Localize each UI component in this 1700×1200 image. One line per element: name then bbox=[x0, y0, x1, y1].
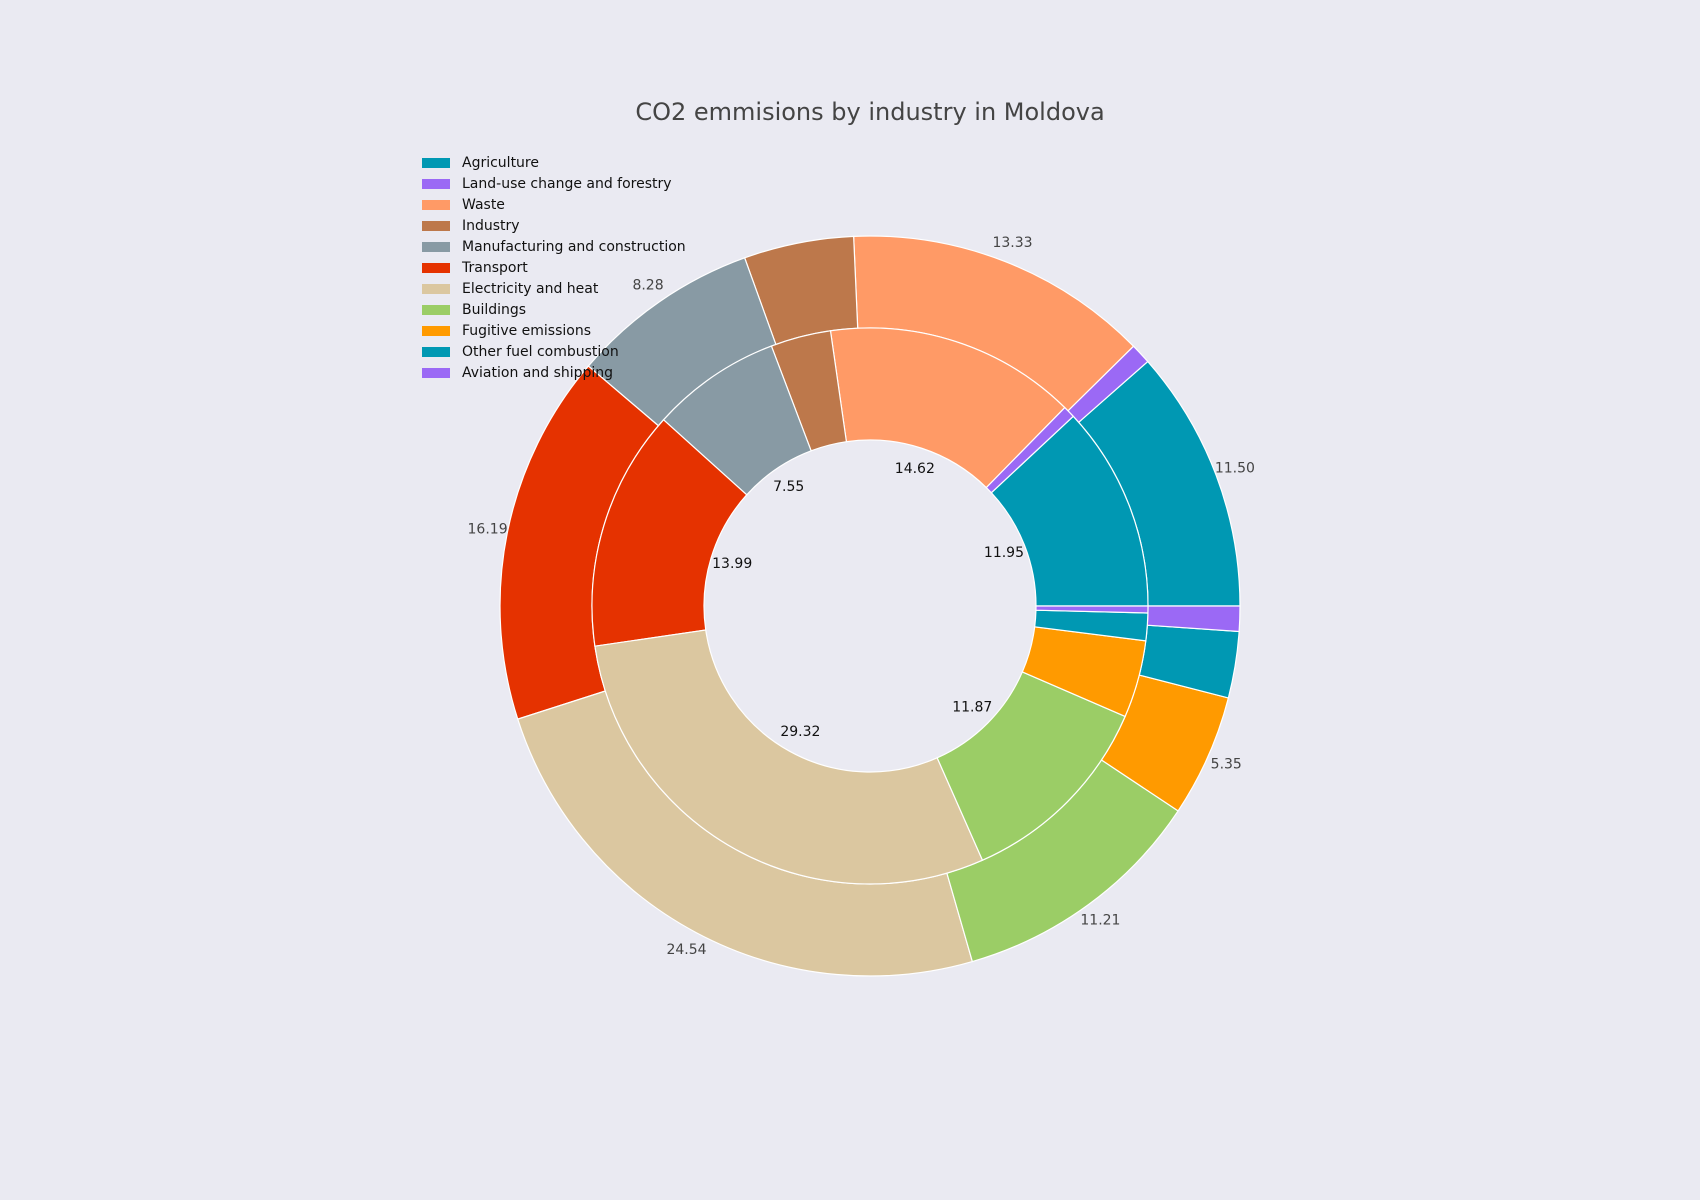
inner-value-label: 13.99 bbox=[712, 556, 752, 572]
legend-swatch bbox=[422, 220, 450, 231]
legend-item: Agriculture bbox=[422, 152, 686, 173]
outer-value-label: 8.28 bbox=[632, 277, 663, 293]
legend-item: Buildings bbox=[422, 299, 686, 320]
legend-item: Fugitive emissions bbox=[422, 320, 686, 341]
legend-label: Manufacturing and construction bbox=[462, 238, 686, 255]
legend-swatch bbox=[422, 367, 450, 378]
legend-swatch bbox=[422, 262, 450, 273]
legend-label: Electricity and heat bbox=[462, 280, 599, 297]
legend-label: Fugitive emissions bbox=[462, 322, 592, 339]
outer-ring bbox=[499, 235, 1241, 977]
legend-item: Other fuel combustion bbox=[422, 341, 686, 362]
inner-value-label: 7.55 bbox=[773, 479, 804, 495]
legend-swatch bbox=[422, 157, 450, 168]
legend-item: Electricity and heat bbox=[422, 278, 686, 299]
outer-value-label: 24.54 bbox=[666, 942, 706, 958]
outer-value-label: 16.19 bbox=[468, 522, 508, 538]
legend-swatch bbox=[422, 283, 450, 294]
legend-label: Industry bbox=[462, 217, 520, 234]
legend-swatch bbox=[422, 325, 450, 336]
legend-item: Transport bbox=[422, 257, 686, 278]
inner-value-label: 14.62 bbox=[895, 461, 935, 477]
legend: Agriculture Land-use change and forestry W… bbox=[422, 152, 686, 383]
legend-swatch bbox=[422, 241, 450, 252]
legend-swatch bbox=[422, 178, 450, 189]
inner-slice-aviation-and-shipping bbox=[1035, 605, 1149, 614]
legend-item: Waste bbox=[422, 194, 686, 215]
inner-slice-electricity-and-heat bbox=[594, 629, 984, 885]
legend-swatch bbox=[422, 199, 450, 210]
legend-label: Waste bbox=[462, 196, 505, 213]
inner-value-label: 11.95 bbox=[984, 545, 1024, 561]
legend-swatch bbox=[422, 346, 450, 357]
legend-item: Aviation and shipping bbox=[422, 362, 686, 383]
chart-title: CO2 emmisions by industry in Moldova bbox=[635, 98, 1105, 126]
legend-label: Land-use change and forestry bbox=[462, 175, 672, 192]
legend-label: Aviation and shipping bbox=[462, 364, 614, 381]
legend-label: Agriculture bbox=[462, 154, 539, 171]
legend-label: Transport bbox=[462, 259, 528, 276]
legend-swatch bbox=[422, 304, 450, 315]
outer-value-label: 5.35 bbox=[1211, 757, 1242, 773]
legend-label: Other fuel combustion bbox=[462, 343, 619, 360]
outer-value-label: 11.21 bbox=[1080, 913, 1120, 929]
outer-value-label: 11.50 bbox=[1215, 460, 1255, 476]
inner-ring bbox=[591, 327, 1149, 885]
legend-item: Land-use change and forestry bbox=[422, 173, 686, 194]
outer-value-label: 13.33 bbox=[992, 235, 1032, 251]
inner-value-label: 29.32 bbox=[780, 724, 820, 740]
legend-label: Buildings bbox=[462, 301, 527, 318]
inner-value-label: 11.87 bbox=[952, 699, 992, 715]
slice-labels: 11.50 13.33 8.28 16.19 24.54 11.21 5.35 11.95 14… bbox=[468, 235, 1255, 958]
legend-item: Manufacturing and construction bbox=[422, 236, 686, 257]
legend-item: Industry bbox=[422, 215, 686, 236]
